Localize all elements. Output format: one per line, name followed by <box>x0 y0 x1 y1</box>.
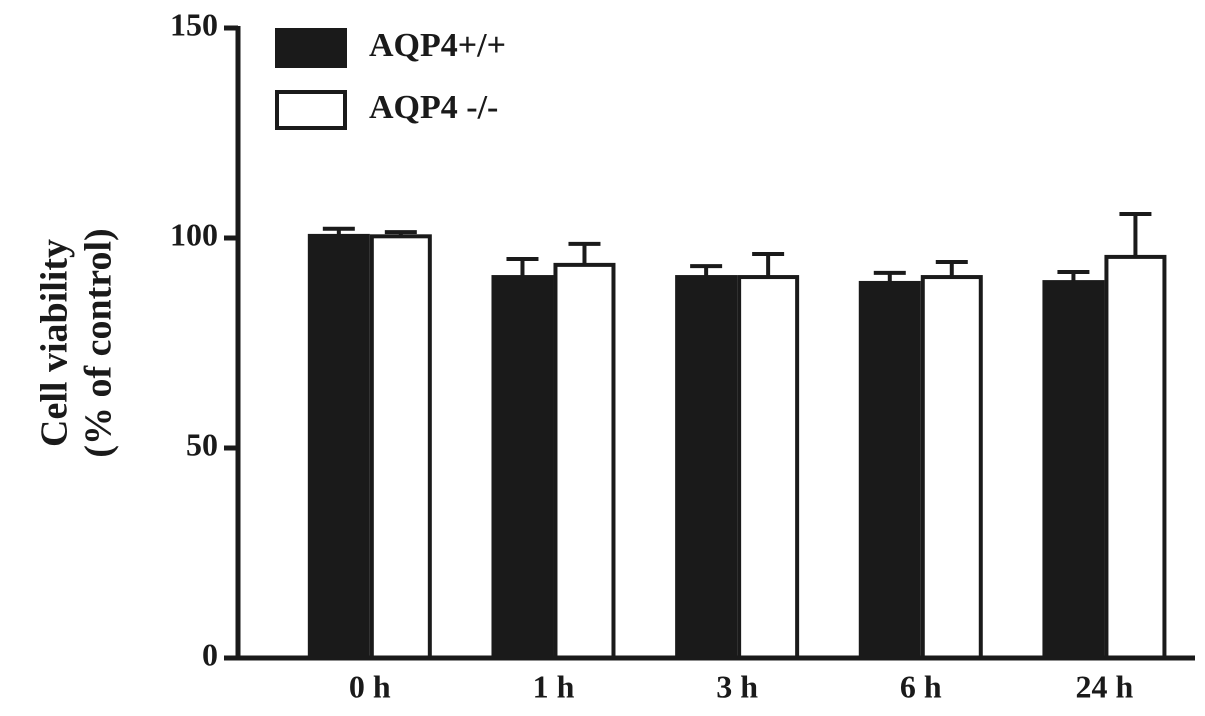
y-tick-label: 0 <box>202 636 218 672</box>
bar <box>369 234 432 660</box>
bar <box>307 233 370 660</box>
y-axis-label: Cell viability (% of control) <box>34 228 120 457</box>
legend-label: AQP4 -/- <box>369 89 498 126</box>
legend-swatch <box>275 90 347 130</box>
y-tick-label: 150 <box>170 6 218 42</box>
bar <box>1104 254 1167 660</box>
legend-swatch <box>275 28 347 68</box>
bar <box>920 275 983 660</box>
x-tick-label: 0 h <box>349 668 391 704</box>
x-tick-label: 24 h <box>1076 668 1134 704</box>
legend-label: AQP4+/+ <box>369 27 506 64</box>
y-axis-label-line: (% of control) <box>78 228 120 457</box>
bar <box>737 275 800 660</box>
bar <box>553 262 616 660</box>
bar <box>491 275 554 660</box>
x-tick-label: 3 h <box>716 668 758 704</box>
x-tick-label: 1 h <box>533 668 575 704</box>
x-tick-label: 6 h <box>900 668 942 704</box>
y-tick-label: 50 <box>186 426 218 462</box>
bar <box>858 280 921 660</box>
bar <box>675 275 738 660</box>
y-axis-label-line: Cell viability <box>34 239 76 447</box>
bar <box>1042 280 1105 660</box>
y-tick-label: 100 <box>170 216 218 252</box>
